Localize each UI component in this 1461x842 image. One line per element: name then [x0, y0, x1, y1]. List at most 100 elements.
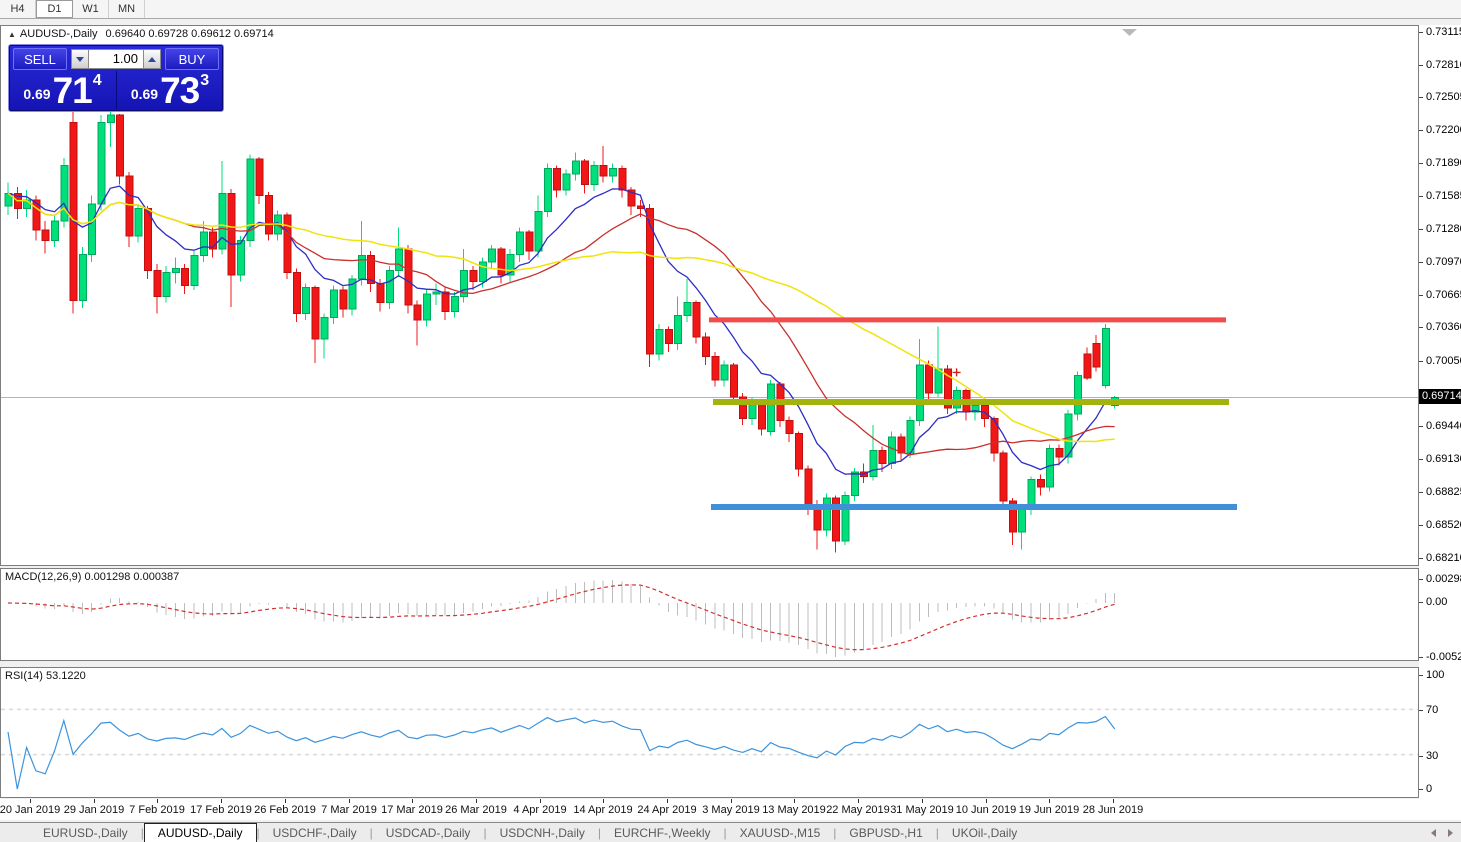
rsi-label: RSI(14) 53.1220	[5, 670, 86, 682]
tab-separator: |	[369, 825, 373, 840]
tab-scroll-right-icon[interactable]	[1448, 829, 1453, 837]
date-tick	[922, 799, 923, 803]
date-axis-label: 28 Jun 2019	[1082, 804, 1144, 816]
symbol-name: AUDUSD-,Daily	[19, 28, 98, 40]
rsi-indicator-pane[interactable]: RSI(14) 53.1220	[0, 667, 1419, 798]
indicator-axis-label: 100	[1419, 669, 1444, 681]
volume-increase-icon	[148, 56, 156, 62]
timeframe-button-d1[interactable]: D1	[36, 0, 73, 18]
date-axis-label: 7 Feb 2019	[129, 804, 185, 816]
date-tick	[794, 799, 795, 803]
buy-price[interactable]: 0.69 73 3	[116, 71, 223, 109]
macd-indicator-pane[interactable]: MACD(12,26,9) 0.001298 0.000387	[0, 568, 1419, 661]
pivot-line	[713, 399, 1229, 406]
tab-separator: |	[483, 825, 487, 840]
date-tick	[412, 799, 413, 803]
indicator-axis-label: -0.005256	[1419, 651, 1461, 663]
buy-button[interactable]: BUY	[165, 48, 219, 70]
sell-button[interactable]: SELL	[13, 48, 67, 70]
chart-tab-usdchf-daily[interactable]: USDCHF-,Daily	[272, 825, 357, 840]
date-axis-label: 17 Feb 2019	[190, 804, 252, 816]
rsi-canvas[interactable]	[1, 668, 1418, 797]
moving-average-40	[7, 192, 1115, 443]
main-chart-canvas[interactable]	[1, 26, 1418, 565]
indicator-axis-label: 0	[1419, 783, 1432, 795]
main-chart-pane[interactable]	[0, 25, 1419, 566]
indicator-axis-label: 30	[1419, 750, 1438, 762]
price-axis-label: 0.73115	[1419, 26, 1461, 38]
macd-canvas[interactable]	[1, 569, 1418, 660]
date-axis-label: 4 Apr 2019	[513, 804, 567, 816]
price-axis-label: 0.72505	[1419, 91, 1461, 103]
ohlc-values: 0.69640 0.69728 0.69612 0.69714	[105, 28, 274, 40]
date-axis-label: 20 Jan 2019	[0, 804, 61, 816]
date-tick	[221, 799, 222, 803]
date-tick	[285, 799, 286, 803]
date-axis-label: 7 Mar 2019	[321, 804, 377, 816]
chart-tab-eurchf-weekly[interactable]: EURCHF-,Weekly	[614, 825, 711, 840]
cross-marker	[952, 368, 961, 377]
scroll-to-end-icon	[1122, 29, 1137, 36]
tab-separator: |	[935, 825, 939, 840]
chart-tab-audusd-daily[interactable]: AUDUSD-,Daily	[143, 823, 257, 842]
timeframe-button-w1[interactable]: W1	[73, 0, 109, 18]
volume-decrease-icon	[76, 56, 84, 62]
date-tick	[1049, 799, 1050, 803]
date-tick	[858, 799, 859, 803]
chart-tab-xauusd-m15[interactable]: XAUUSD-,M15	[739, 825, 821, 840]
support-line	[711, 503, 1237, 510]
date-axis-label: 26 Mar 2019	[445, 804, 507, 816]
tab-separator: |	[597, 825, 602, 840]
indicator-axis-label: 0.00	[1419, 596, 1447, 608]
moving-average-10	[7, 185, 1115, 475]
chart-tab-gbpusd-h1[interactable]: GBPUSD-,H1	[849, 825, 923, 840]
macd-signal-line	[7, 584, 1115, 651]
sell-price[interactable]: 0.69 71 4	[9, 71, 116, 109]
date-axis-label: 26 Feb 2019	[254, 804, 316, 816]
tab-separator: |	[833, 825, 837, 840]
indicator-axis-label: 0.002984	[1419, 573, 1461, 585]
date-tick	[94, 799, 95, 803]
chart-tab-bar: EURUSD-,Daily | AUDUSD-,Daily | USDCHF-,Dail…	[0, 822, 1461, 842]
tab-separator: |	[256, 825, 260, 840]
date-tick	[731, 799, 732, 803]
chart-tab-eurusd-daily[interactable]: EURUSD-,Daily	[43, 825, 128, 840]
timeframe-button-h4[interactable]: H4	[0, 0, 36, 18]
chart-tab-usdcnh-daily[interactable]: USDCNH-,Daily	[499, 825, 585, 840]
time-axis[interactable]: 20 Jan 2019 29 Jan 2019 7 Feb 2019 17 Feb 2…	[0, 799, 1419, 820]
date-tick	[1113, 799, 1114, 803]
date-axis-label: 24 Apr 2019	[637, 804, 697, 816]
collapse-triangle-icon[interactable]: ▲	[8, 30, 16, 39]
indicator-axis-label: 70	[1419, 704, 1438, 716]
volume-decrease-button[interactable]	[71, 49, 89, 69]
date-axis-label: 10 Jun 2019	[955, 804, 1017, 816]
timeframe-button-mn[interactable]: MN	[109, 0, 145, 18]
sell-price-big: 71	[52, 70, 93, 111]
price-axis-label: 0.71585	[1419, 190, 1461, 202]
buy-price-prefix: 0.69	[130, 86, 159, 102]
chart-title: ▲ AUDUSD-,Daily 0.69640 0.69728 0.69612 0.…	[8, 28, 274, 40]
volume-input[interactable]: 1.00	[89, 49, 143, 69]
date-tick	[349, 799, 350, 803]
volume-increase-button[interactable]	[143, 49, 161, 69]
tab-scroll-left-icon[interactable]	[1431, 829, 1436, 837]
date-tick	[986, 799, 987, 803]
chart-tab-usdcad-daily[interactable]: USDCAD-,Daily	[385, 825, 471, 840]
current-price-line	[1, 397, 1418, 399]
tab-separator: |	[723, 825, 727, 840]
date-axis-label: 19 Jun 2019	[1018, 804, 1080, 816]
tab-separator: |	[140, 825, 144, 840]
chart-tab-ukoil-daily[interactable]: UKOil-,Daily	[951, 825, 1018, 840]
date-axis-label: 31 May 2019	[890, 804, 954, 816]
date-axis-label: 3 May 2019	[702, 804, 760, 816]
rsi-line	[7, 715, 1116, 790]
